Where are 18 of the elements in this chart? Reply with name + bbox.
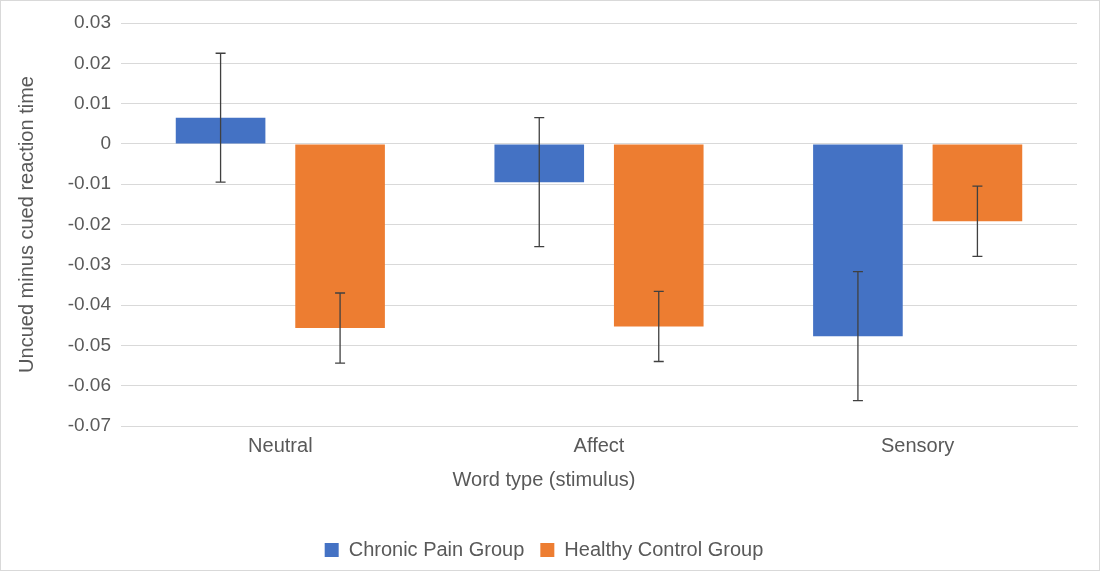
y-tick-label: -0.03 bbox=[67, 253, 111, 275]
y-tick-label: -0.02 bbox=[67, 212, 111, 234]
legend-label: Healthy Control Group bbox=[564, 537, 764, 560]
y-tick-label: -0.07 bbox=[67, 414, 111, 436]
x-tick-label: Sensory bbox=[880, 433, 955, 456]
y-tick-label: -0.06 bbox=[67, 373, 111, 395]
y-axis-title: Uncued minus cued reaction time bbox=[14, 76, 37, 373]
y-tick-label: 0.03 bbox=[74, 11, 111, 33]
y-tick-label: -0.04 bbox=[67, 293, 112, 315]
y-tick-label: 0.02 bbox=[74, 51, 111, 73]
x-axis-title: Word type (stimulus) bbox=[452, 467, 636, 490]
y-tick-label: -0.01 bbox=[67, 172, 111, 194]
x-tick-label: Neutral bbox=[248, 433, 313, 456]
y-tick-label: 0 bbox=[100, 132, 111, 154]
y-tick-label: 0.01 bbox=[74, 91, 111, 113]
x-tick-label: Affect bbox=[573, 433, 625, 456]
legend-label: Chronic Pain Group bbox=[348, 537, 525, 560]
y-tick-label: -0.05 bbox=[67, 333, 111, 355]
